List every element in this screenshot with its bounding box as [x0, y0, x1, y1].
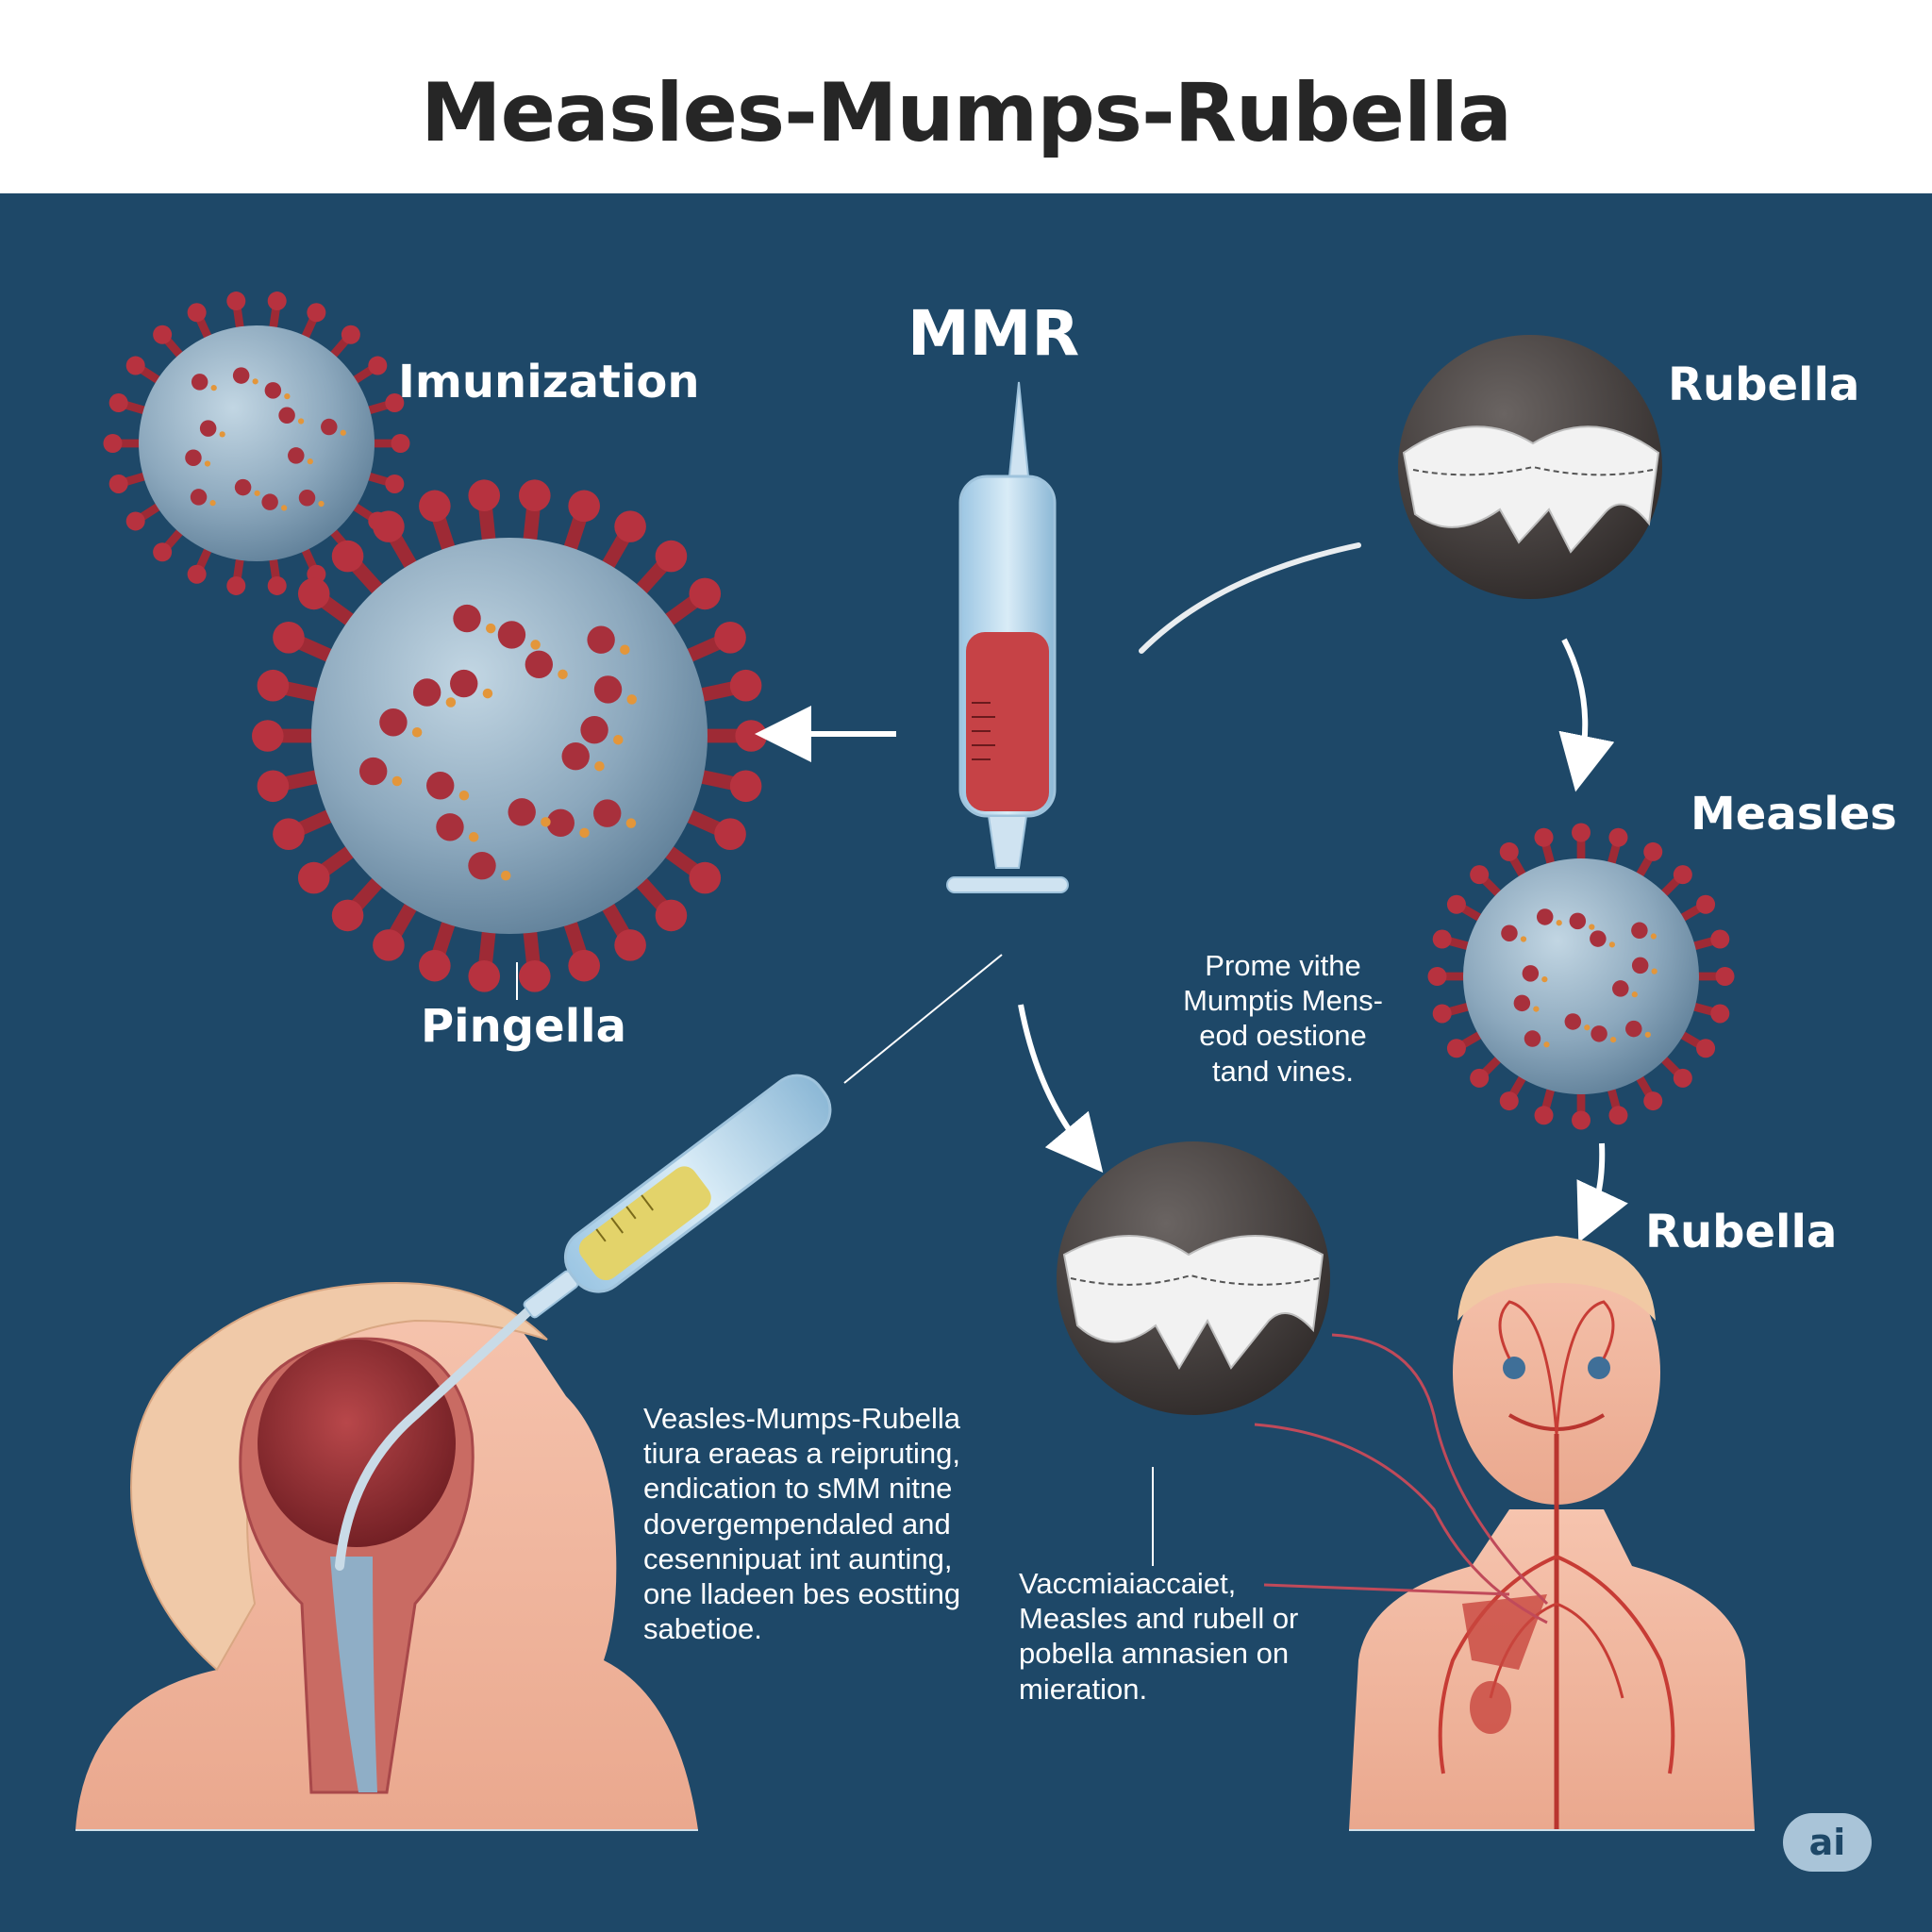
ai-badge: ai [1783, 1813, 1872, 1872]
note-line: pobella amnasien on [1019, 1637, 1290, 1671]
head-throat-illustration [75, 1281, 698, 1831]
note-line: one lladeen bes eostting [643, 1576, 961, 1610]
arrow-rubella-to-measles [1558, 638, 1615, 792]
measles-ball-icon [1057, 1141, 1330, 1415]
rubella-ball-icon [1398, 335, 1662, 599]
note-middle-right: Prome vithe Mumptis Mens- eod oestione t… [1179, 948, 1387, 1089]
note-line: cesennipuat int aunting, [643, 1541, 953, 1575]
page-title: Measles-Mumps-Rubella [421, 66, 1512, 160]
virus-measles-icon [1427, 823, 1735, 1130]
note-bottom-left: Veasles-Mumps-Rubella tiura eraeas a rei… [643, 1401, 960, 1646]
injector-syringe-icon [523, 1074, 832, 1319]
label-imunization: Imunization [398, 356, 700, 408]
diagram-panel: MMR Imunization Pingella Rubella Measles… [0, 193, 1932, 1932]
virus-pingella-icon [252, 479, 767, 992]
label-pingella: Pingella [421, 1000, 627, 1053]
pointer-line-to-injector [843, 954, 1003, 1084]
mmr-syringe-icon [946, 381, 1069, 893]
note-line: Vaccmiaiaccaiet, [1019, 1567, 1237, 1600]
body-circulation-illustration [1254, 1236, 1755, 1831]
label-measles: Measles [1690, 788, 1897, 841]
note-line: dovergempendaled and [643, 1507, 951, 1541]
note-line: mieration. [1019, 1672, 1148, 1706]
note-line: endication to sMM nitne [643, 1472, 953, 1506]
virus-imunization-icon [103, 291, 410, 595]
note-bottom-center: Vaccmiaiaccaiet, Measles and rubell or p… [1019, 1566, 1298, 1707]
diagram-artwork [75, 291, 1755, 1831]
note-line: Prome vithe [1205, 949, 1361, 982]
note-line: tand vines. [1212, 1054, 1354, 1088]
label-mmr: MMR [908, 297, 1080, 370]
arrow-syringe-to-ball [1018, 1004, 1104, 1174]
label-rubella-top: Rubella [1668, 358, 1860, 411]
header-bar: Measles-Mumps-Rubella [0, 0, 1932, 193]
arrow-measles-to-rubella [1576, 1142, 1628, 1243]
note-line: eod oestione [1199, 1019, 1367, 1053]
note-line: Measles and rubell or [1019, 1602, 1299, 1636]
note-line: sabetioe. [643, 1612, 762, 1646]
arc-line [1139, 542, 1361, 654]
note-line: tiura eraeas a reipruting, [643, 1437, 961, 1471]
label-rubella-bottom: Rubella [1645, 1206, 1838, 1258]
note-line: Mumptis Mens- [1183, 984, 1383, 1018]
note-line: Veasles-Mumps-Rubella [643, 1402, 960, 1435]
